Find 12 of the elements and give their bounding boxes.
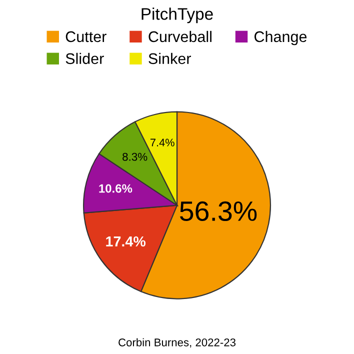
legend-label: Sinker bbox=[148, 52, 191, 64]
data-label: 56.3% bbox=[180, 201, 257, 222]
data-label: 17.4% bbox=[106, 236, 146, 246]
data-label: 10.6% bbox=[99, 184, 132, 193]
data-label: 8.3% bbox=[122, 152, 148, 161]
legend-title: PitchType bbox=[142, 8, 213, 24]
legend-label: Cutter bbox=[66, 31, 106, 42]
data-label: 7.4% bbox=[150, 138, 174, 146]
legend-label: Change bbox=[254, 30, 307, 46]
text: Corbin Burnes, 2022-23 bbox=[118, 338, 236, 348]
legend-label: Curveball bbox=[148, 30, 212, 42]
legend-label: Slider bbox=[66, 52, 104, 64]
